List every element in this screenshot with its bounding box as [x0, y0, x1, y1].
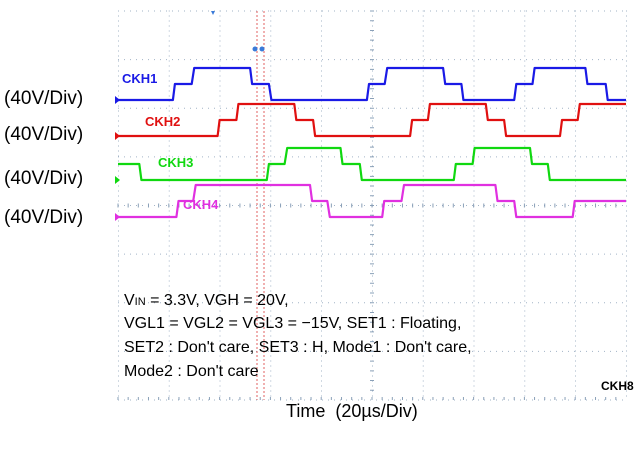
annotation-vin-subscript: IN: [134, 296, 146, 308]
ckh1-scale-label: (40V/Div): [4, 88, 84, 109]
time-axis-prefix: Time: [286, 401, 326, 421]
cursor-dot-b: [259, 46, 265, 52]
ckh1-label: CKH1: [122, 71, 157, 86]
annotation-vin-rest: = 3.3V, VGH = 20V,: [145, 292, 289, 309]
ckh1-ground-marker: [115, 96, 120, 104]
ckh3-ground-marker: [115, 176, 120, 184]
trigger-position-marker: [211, 11, 215, 15]
ckh3-label: CKH3: [158, 155, 193, 170]
ckh2-scale-label: (40V/Div): [4, 124, 84, 145]
annotation-line-1: VIN = 3.3V, VGH = 20V,: [124, 293, 289, 309]
annotation-line-4: Mode2 : Don't care: [124, 363, 259, 380]
ckh2-ground-marker: [115, 132, 120, 140]
ckh4-ground-marker: [115, 213, 120, 221]
waveform-ckh1: [118, 66, 626, 102]
grid-center-ticks: [117, 10, 617, 391]
trigger-readout: CKH8: [601, 379, 634, 393]
annotation-line-2: VGL1 = VGL2 = VGL3 = −15V, SET1 : Floati…: [124, 315, 462, 332]
annotation-line-3: SET2 : Don't care, SET3 : H, Mode1 : Don…: [124, 339, 472, 356]
grid-edge-ticks: [117, 397, 617, 400]
ckh2-label: CKH2: [145, 114, 180, 129]
annotation-vin-prefix: V: [124, 292, 135, 309]
ckh4-scale-label: (40V/Div): [4, 207, 84, 228]
time-axis-scale: (20µs/Div): [335, 401, 418, 421]
cursor-dot-a: [252, 46, 258, 52]
waveform-ckh3: [118, 146, 626, 182]
waveform-ckh2: [118, 102, 626, 138]
grid-dots: [118, 10, 627, 401]
waveform-ckh4: [118, 183, 626, 219]
ckh3-scale-label: (40V/Div): [4, 168, 84, 189]
ckh4-label: CKH4: [183, 197, 219, 212]
time-axis-label: Time (20µs/Div): [286, 401, 418, 422]
